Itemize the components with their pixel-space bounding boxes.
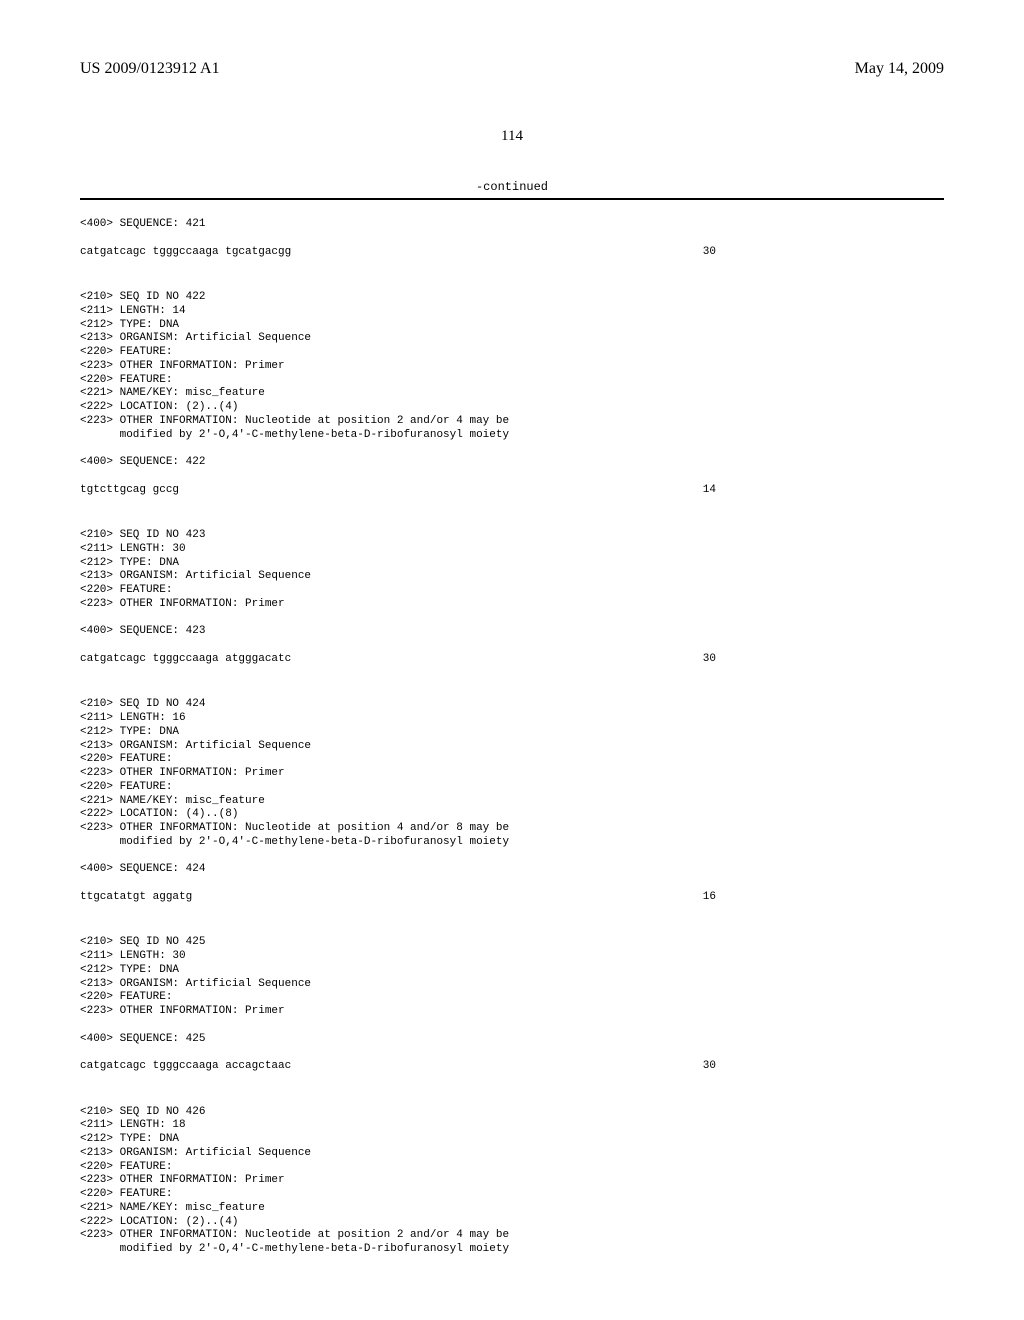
sequence-meta-line: <212> TYPE: DNA xyxy=(80,557,944,571)
sequence-row: ttgcatatgt aggatg 16 xyxy=(80,891,720,905)
sequence-text: catgatcagc tgggccaaga accagctaac xyxy=(80,1060,291,1074)
sequence-meta-line: <213> ORGANISM: Artificial Sequence xyxy=(80,978,944,992)
sequence-meta-line: modified by 2'-O,4'-C-methylene-beta-D-r… xyxy=(80,836,944,850)
sequence-meta-line xyxy=(80,442,944,456)
sequence-meta-line: <220> FEATURE: xyxy=(80,991,944,1005)
sequence-meta-line: <211> LENGTH: 18 xyxy=(80,1119,944,1133)
blank-line xyxy=(80,667,944,681)
sequence-row: catgatcagc tgggccaaga tgcatgacgg 30 xyxy=(80,246,720,260)
sequence-meta-line: <211> LENGTH: 30 xyxy=(80,543,944,557)
sequence-entry: <210> SEQ ID NO 426<211> LENGTH: 18<212>… xyxy=(80,1106,944,1257)
sequence-row: catgatcagc tgggccaaga accagctaac 30 xyxy=(80,1060,720,1074)
blank-line xyxy=(80,259,944,273)
sequence-meta-line xyxy=(80,612,944,626)
sequence-meta-line: <210> SEQ ID NO 426 xyxy=(80,1106,944,1120)
sequence-entry: <210> SEQ ID NO 424<211> LENGTH: 16<212>… xyxy=(80,698,944,918)
page-number: 114 xyxy=(80,128,944,145)
sequence-meta-line: <220> FEATURE: xyxy=(80,781,944,795)
sequence-meta-line: <400> SEQUENCE: 422 xyxy=(80,456,944,470)
sequence-meta-line: <223> OTHER INFORMATION: Nucleotide at p… xyxy=(80,1229,944,1243)
blank-line xyxy=(80,470,944,484)
sequence-length: 30 xyxy=(703,246,720,260)
sequence-meta-line: <400> SEQUENCE: 425 xyxy=(80,1033,944,1047)
publication-date: May 14, 2009 xyxy=(855,60,944,78)
sequence-meta-line: <221> NAME/KEY: misc_feature xyxy=(80,795,944,809)
sequence-entry: <210> SEQ ID NO 422<211> LENGTH: 14<212>… xyxy=(80,291,944,511)
sequence-meta-line: <220> FEATURE: xyxy=(80,1161,944,1175)
sequence-meta-line: <223> OTHER INFORMATION: Primer xyxy=(80,360,944,374)
sequence-meta-line: <213> ORGANISM: Artificial Sequence xyxy=(80,740,944,754)
sequence-meta-line xyxy=(80,1019,944,1033)
sequence-meta-line: <220> FEATURE: xyxy=(80,753,944,767)
publication-number: US 2009/0123912 A1 xyxy=(80,60,220,78)
sequence-meta-line: <220> FEATURE: xyxy=(80,374,944,388)
sequence-listing: <400> SEQUENCE: 421 catgatcagc tgggccaag… xyxy=(80,218,944,1257)
sequence-meta-line: <210> SEQ ID NO 424 xyxy=(80,698,944,712)
sequence-meta-line: <400> SEQUENCE: 424 xyxy=(80,863,944,877)
sequence-meta-line: <220> FEATURE: xyxy=(80,346,944,360)
sequence-length: 30 xyxy=(703,653,720,667)
sequence-meta-line: <211> LENGTH: 30 xyxy=(80,950,944,964)
sequence-meta-line: <210> SEQ ID NO 425 xyxy=(80,936,944,950)
sequence-meta-line xyxy=(80,850,944,864)
sequence-meta-line: <223> OTHER INFORMATION: Nucleotide at p… xyxy=(80,415,944,429)
blank-line xyxy=(80,905,944,919)
blank-line xyxy=(80,497,944,511)
sequence-meta-line: <211> LENGTH: 14 xyxy=(80,305,944,319)
sequence-meta-line: <223> OTHER INFORMATION: Primer xyxy=(80,598,944,612)
sequence-meta-line: <223> OTHER INFORMATION: Nucleotide at p… xyxy=(80,822,944,836)
sequence-entry: <210> SEQ ID NO 423<211> LENGTH: 30<212>… xyxy=(80,529,944,680)
sequence-meta-line: <222> LOCATION: (2)..(4) xyxy=(80,401,944,415)
sequence-meta-line: <213> ORGANISM: Artificial Sequence xyxy=(80,1147,944,1161)
continued-label: -continued xyxy=(80,180,944,194)
sequence-row: tgtcttgcag gccg 14 xyxy=(80,484,720,498)
sequence-meta-line: <222> LOCATION: (4)..(8) xyxy=(80,808,944,822)
blank-line xyxy=(80,1074,944,1088)
sequence-meta-line: <212> TYPE: DNA xyxy=(80,319,944,333)
sequence-text: catgatcagc tgggccaaga atgggacatc xyxy=(80,653,291,667)
sequence-meta-line: <223> OTHER INFORMATION: Primer xyxy=(80,1005,944,1019)
sequence-text: catgatcagc tgggccaaga tgcatgacgg xyxy=(80,246,291,260)
sequence-meta-line: <220> FEATURE: xyxy=(80,584,944,598)
sequence-meta-line: <223> OTHER INFORMATION: Primer xyxy=(80,1174,944,1188)
sequence-meta-line: <221> NAME/KEY: misc_feature xyxy=(80,387,944,401)
blank-line xyxy=(80,1046,944,1060)
sequence-row: catgatcagc tgggccaaga atgggacatc 30 xyxy=(80,653,720,667)
sequence-meta-line: <400> SEQUENCE: 421 xyxy=(80,218,944,232)
sequence-meta-line: <213> ORGANISM: Artificial Sequence xyxy=(80,570,944,584)
sequence-text: ttgcatatgt aggatg xyxy=(80,891,192,905)
section-divider xyxy=(80,198,944,200)
sequence-meta-line: <222> LOCATION: (2)..(4) xyxy=(80,1216,944,1230)
sequence-length: 14 xyxy=(703,484,720,498)
sequence-meta: <210> SEQ ID NO 422<211> LENGTH: 14<212>… xyxy=(80,291,944,470)
blank-line xyxy=(80,232,944,246)
sequence-meta-line: <211> LENGTH: 16 xyxy=(80,712,944,726)
sequence-meta-line: <400> SEQUENCE: 423 xyxy=(80,625,944,639)
sequence-meta: <210> SEQ ID NO 425<211> LENGTH: 30<212>… xyxy=(80,936,944,1046)
sequence-meta-line: modified by 2'-O,4'-C-methylene-beta-D-r… xyxy=(80,1243,944,1257)
sequence-text: tgtcttgcag gccg xyxy=(80,484,179,498)
sequence-meta-line: <223> OTHER INFORMATION: Primer xyxy=(80,767,944,781)
sequence-length: 16 xyxy=(703,891,720,905)
sequence-meta-line: modified by 2'-O,4'-C-methylene-beta-D-r… xyxy=(80,429,944,443)
sequence-meta-line: <213> ORGANISM: Artificial Sequence xyxy=(80,332,944,346)
sequence-meta: <210> SEQ ID NO 423<211> LENGTH: 30<212>… xyxy=(80,529,944,639)
page-header: US 2009/0123912 A1 May 14, 2009 xyxy=(80,60,944,78)
sequence-meta-line: <220> FEATURE: xyxy=(80,1188,944,1202)
sequence-meta-line: <210> SEQ ID NO 422 xyxy=(80,291,944,305)
sequence-meta: <400> SEQUENCE: 421 xyxy=(80,218,944,232)
sequence-length: 30 xyxy=(703,1060,720,1074)
sequence-meta: <210> SEQ ID NO 424<211> LENGTH: 16<212>… xyxy=(80,698,944,877)
sequence-meta-line: <212> TYPE: DNA xyxy=(80,964,944,978)
blank-line xyxy=(80,639,944,653)
sequence-meta-line: <212> TYPE: DNA xyxy=(80,1133,944,1147)
sequence-entry: <210> SEQ ID NO 425<211> LENGTH: 30<212>… xyxy=(80,936,944,1087)
sequence-meta-line: <212> TYPE: DNA xyxy=(80,726,944,740)
sequence-meta-line: <210> SEQ ID NO 423 xyxy=(80,529,944,543)
blank-line xyxy=(80,877,944,891)
sequence-entry: <400> SEQUENCE: 421 catgatcagc tgggccaag… xyxy=(80,218,944,273)
sequence-meta: <210> SEQ ID NO 426<211> LENGTH: 18<212>… xyxy=(80,1106,944,1257)
sequence-meta-line: <221> NAME/KEY: misc_feature xyxy=(80,1202,944,1216)
